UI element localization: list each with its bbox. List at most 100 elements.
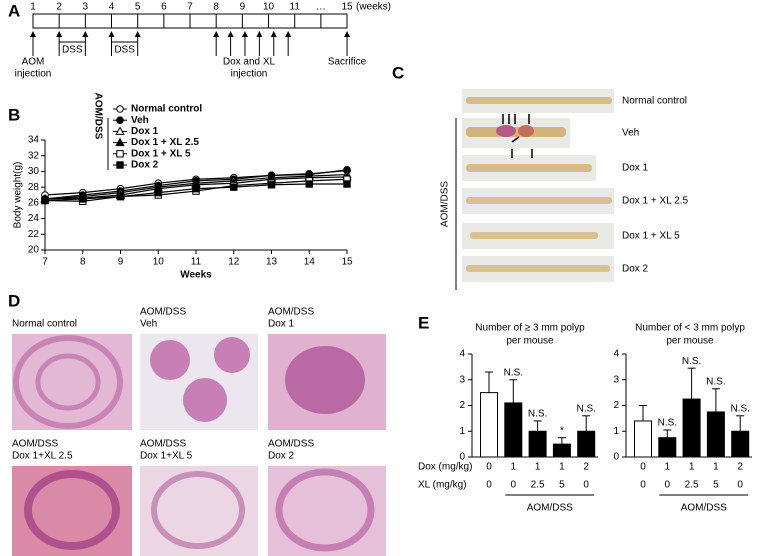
dose-value: 2.5 bbox=[685, 480, 699, 491]
significance: * bbox=[560, 425, 564, 436]
legend-group-label: AOM/DSS bbox=[92, 93, 103, 140]
legend-marker bbox=[116, 150, 124, 158]
bar bbox=[658, 437, 677, 458]
marker bbox=[192, 185, 200, 193]
legend-marker bbox=[116, 116, 124, 124]
tissue bbox=[13, 335, 123, 429]
week-label: 9 bbox=[240, 2, 246, 13]
significance: N.S. bbox=[682, 356, 701, 367]
caption: AOM/DSS bbox=[140, 439, 186, 450]
x-tick-label: 10 bbox=[153, 257, 165, 268]
arrow-head bbox=[213, 31, 220, 37]
x-tick-label: 12 bbox=[228, 257, 240, 268]
caption: AOM/DSS bbox=[140, 307, 186, 318]
significance: N.S. bbox=[706, 376, 725, 387]
dose-value: 0 bbox=[665, 480, 671, 491]
arrow-head bbox=[134, 31, 141, 37]
caption: AOM/DSS bbox=[268, 439, 314, 450]
arrow-head bbox=[108, 31, 115, 37]
significance: N.S. bbox=[730, 403, 749, 414]
x-tick-label: 8 bbox=[80, 257, 86, 268]
x-tick-label: 7 bbox=[42, 257, 48, 268]
marker bbox=[41, 196, 49, 205]
week-label: 15 bbox=[341, 2, 353, 13]
dose-value: 1 bbox=[689, 462, 695, 473]
arrows bbox=[502, 114, 533, 158]
event-label: DSS bbox=[114, 45, 135, 56]
week-label: … bbox=[316, 2, 326, 13]
x-tick-label: 11 bbox=[191, 257, 202, 268]
colon bbox=[466, 197, 612, 204]
legend-label: Dox 2 bbox=[131, 160, 159, 171]
week-label: 2 bbox=[56, 2, 62, 13]
marker bbox=[79, 195, 87, 203]
legend-label: Dox 1 + XL 5 bbox=[131, 148, 191, 159]
x-tick-label: 15 bbox=[341, 257, 353, 268]
tissue bbox=[275, 468, 375, 552]
y-axis-label: Body weight(g) bbox=[13, 162, 24, 229]
legend-marker bbox=[115, 137, 125, 147]
chart-title: per mouse bbox=[666, 336, 714, 347]
arrow-head bbox=[285, 31, 292, 37]
histology-images bbox=[12, 334, 386, 556]
dose-value: 1 bbox=[713, 462, 719, 473]
panel-label: C bbox=[392, 63, 404, 82]
week-label: 7 bbox=[187, 2, 193, 13]
tissue bbox=[214, 337, 250, 373]
legend-label: Normal control bbox=[131, 104, 202, 115]
legend-label: Dox 1 bbox=[131, 126, 159, 137]
y-tick-label: 2 bbox=[613, 400, 619, 411]
dose-value: 2 bbox=[737, 462, 743, 473]
dose-label: XL (mg/kg) bbox=[418, 480, 467, 491]
x-axis-label: Weeks bbox=[180, 270, 212, 281]
legend-marker bbox=[115, 126, 125, 135]
sample-label: Veh bbox=[622, 128, 639, 139]
dose-value: 5 bbox=[559, 480, 565, 491]
arrow-head bbox=[270, 31, 277, 37]
week-label: 5 bbox=[135, 2, 141, 13]
bar bbox=[634, 420, 652, 458]
legend-marker bbox=[116, 161, 124, 169]
dose-value: 2 bbox=[583, 462, 589, 473]
sample-label: Dox 1 + XL 5 bbox=[622, 231, 680, 242]
chart-title: per mouse bbox=[506, 336, 554, 347]
dose-value: 1 bbox=[535, 462, 541, 473]
colon bbox=[466, 164, 592, 172]
marker bbox=[116, 192, 125, 201]
colon bbox=[466, 97, 612, 104]
caption: Veh bbox=[140, 319, 157, 330]
image bbox=[268, 466, 386, 556]
arrow-head bbox=[256, 31, 263, 37]
tissue bbox=[150, 340, 190, 380]
y-tick-label: 4 bbox=[459, 349, 465, 360]
dose-value: 0 bbox=[486, 462, 492, 473]
y-tick-label: 3 bbox=[613, 374, 619, 385]
legend-label: Veh bbox=[131, 115, 149, 126]
colon bbox=[466, 265, 610, 272]
caption: AOM/DSS bbox=[12, 439, 58, 450]
marker bbox=[230, 183, 238, 191]
week-label: 6 bbox=[161, 2, 167, 13]
group-label: AOM/DSS bbox=[527, 503, 573, 514]
dose-value: 0 bbox=[640, 462, 646, 473]
bar bbox=[577, 430, 596, 458]
bar bbox=[682, 398, 701, 458]
chart-title: Number of ≥ 3 mm polyp bbox=[475, 323, 585, 334]
bar bbox=[528, 430, 547, 458]
y-tick-label: 3 bbox=[459, 374, 465, 385]
arrow-head bbox=[82, 31, 89, 37]
dose-value: 0 bbox=[486, 480, 492, 491]
colon-photos bbox=[462, 89, 614, 282]
week-label: 11 bbox=[290, 2, 301, 13]
caption: Dox 1 bbox=[268, 319, 295, 330]
sample-label: Normal control bbox=[622, 96, 687, 107]
y-tick-label: 24 bbox=[28, 213, 40, 224]
sample-label: Dox 1 bbox=[622, 163, 649, 174]
caption: Normal control bbox=[12, 319, 77, 330]
bar bbox=[731, 430, 750, 458]
sample-label: Dox 1 + XL 2.5 bbox=[622, 196, 688, 207]
tumor bbox=[496, 125, 516, 137]
arrow-head bbox=[30, 31, 36, 37]
